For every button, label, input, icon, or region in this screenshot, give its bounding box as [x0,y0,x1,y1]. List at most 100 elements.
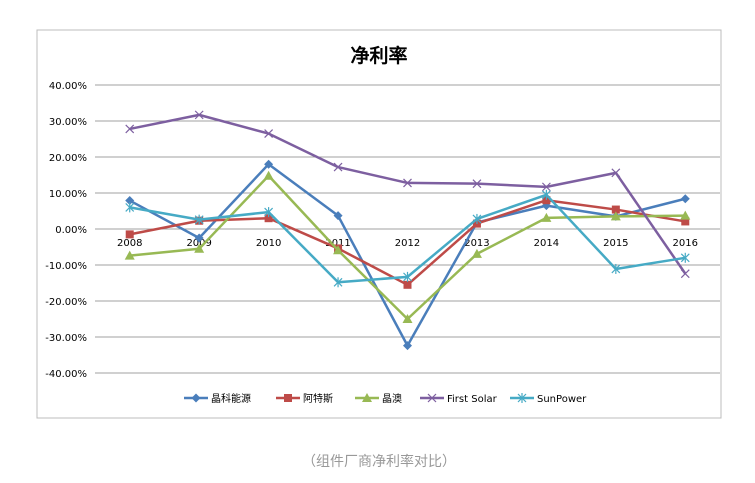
data-point [263,170,274,180]
data-point [403,271,412,282]
y-tick-label: 30.00% [49,117,87,128]
diamond-marker [333,211,343,221]
data-point [611,263,621,274]
diamond-marker [125,196,135,206]
data-point [610,211,621,221]
legend-item: First Solar [420,393,498,405]
triangle-marker [263,170,274,180]
y-tick-label: 10.00% [49,189,87,200]
data-point [541,189,551,200]
data-point [333,211,343,221]
triangle-marker [362,393,372,402]
series-2 [124,170,691,323]
triangle-marker [402,314,413,323]
triangle-marker [541,212,552,222]
diamond-marker [403,341,412,351]
data-point [264,159,274,169]
x-tick-label: 2016 [673,238,698,249]
data-point [472,179,482,189]
chart-caption: （组件厂商净利率对比） [302,453,456,470]
x-marker [403,178,412,188]
x-tick-label: 2011 [325,238,350,249]
legend-marker [427,393,437,403]
legend-item: 晶澳 [355,392,402,405]
series-0 [125,159,690,351]
data-point [541,212,552,222]
x-marker [541,182,551,192]
data-point [680,210,691,220]
legend-marker [191,393,201,403]
data-point [125,196,135,206]
square-marker [403,280,412,289]
triangle-marker [194,243,205,253]
square-marker [681,217,690,226]
data-point [125,202,135,213]
square-marker [125,230,134,239]
data-point [541,182,551,192]
legend-label: 晶澳 [382,392,402,405]
chart-title: 净利率 [350,44,407,67]
data-point [472,213,482,224]
y-tick-label: -20.00% [45,297,87,308]
data-point [333,277,343,288]
data-point [681,217,690,226]
data-point [611,168,621,178]
data-point [194,243,205,253]
data-point [403,178,412,188]
square-marker [264,214,273,223]
data-point [680,194,690,204]
x-tick-label: 2010 [256,238,281,249]
diamond-marker [264,159,274,169]
y-tick-label: 40.00% [49,81,87,92]
square-marker [611,205,620,214]
data-point [542,196,551,205]
legend-item: 晶科能源 [184,392,251,405]
x-tick-label: 2009 [186,238,211,249]
y-tick-label: -30.00% [45,333,87,344]
data-point [125,124,135,134]
square-marker [284,394,292,402]
data-point [194,110,204,120]
data-point [124,250,135,260]
x-marker [264,129,274,139]
x-marker [125,124,135,134]
y-tick-label: -40.00% [45,369,87,380]
data-point [402,314,413,323]
data-point [403,341,412,351]
x-tick-label: 2014 [534,238,559,249]
data-point [264,207,274,218]
legend-label: SunPower [537,394,587,405]
legend-label: 阿特斯 [303,392,333,405]
x-marker [611,168,621,178]
triangle-marker [333,245,344,255]
x-marker [680,269,690,279]
triangle-marker [610,211,621,221]
x-tick-label: 2008 [117,238,142,249]
x-marker [333,162,343,172]
series-3 [125,110,690,279]
x-tick-label: 2015 [603,238,628,249]
data-point [611,205,620,214]
data-point [680,252,690,263]
diamond-marker [191,393,201,403]
data-point [264,214,273,223]
legend-marker [362,393,372,402]
data-point [125,230,134,239]
x-marker [472,179,482,189]
data-point [333,245,344,255]
y-tick-label: 20.00% [49,153,87,164]
series-4 [125,189,690,288]
data-point [264,129,274,139]
data-point [194,233,204,243]
diamond-marker [680,194,690,204]
x-marker [194,110,204,120]
data-point [680,269,690,279]
triangle-marker [680,210,691,220]
legend-item: 阿特斯 [276,392,333,405]
y-tick-label: -10.00% [45,261,87,272]
data-point [403,280,412,289]
chart-frame [36,29,722,419]
x-marker [427,393,437,403]
x-tick-label: 2012 [395,238,420,249]
